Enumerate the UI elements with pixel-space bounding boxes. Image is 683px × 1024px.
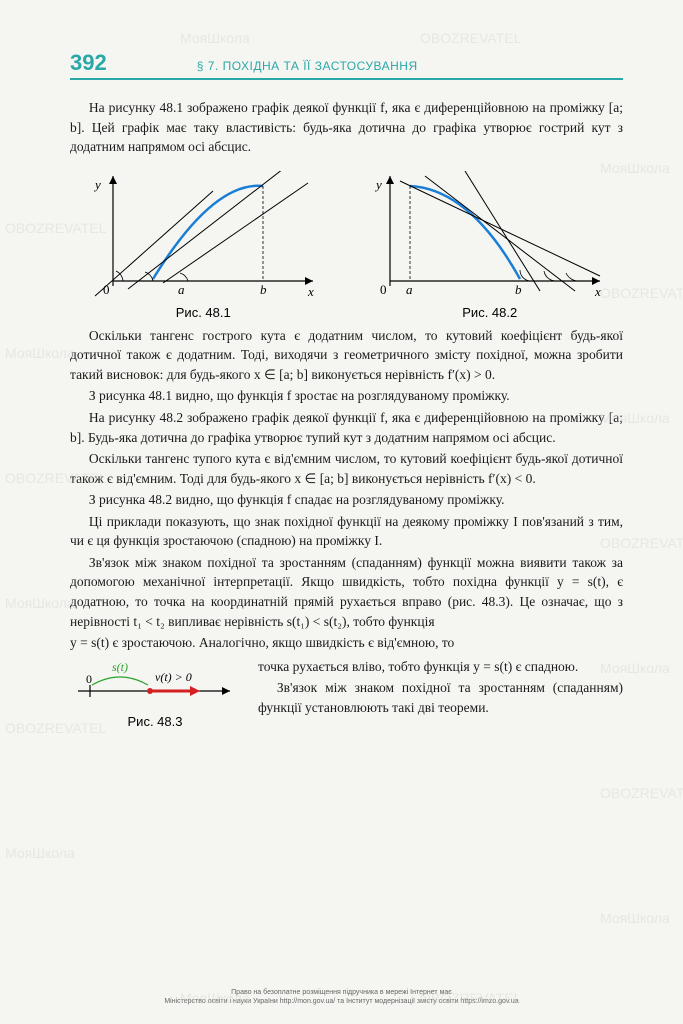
paragraph-9a: y = s(t) є зростаючою. Аналогічно, якщо …: [70, 633, 623, 653]
page-number: 392: [70, 50, 107, 76]
footer-line-2: Міністерство освіти і науки України http…: [0, 997, 683, 1006]
figure-caption-1: Рис. 48.1: [83, 305, 323, 320]
paragraph-5: Оскільки тангенс тупого кута є від'ємним…: [70, 449, 623, 488]
figure-48-3: 0 s(t) v(t) > 0 Рис. 48.3: [70, 657, 240, 729]
footer-line-1: Право на безоплатне розміщення підручник…: [0, 988, 683, 997]
paragraph-9b: точка рухається вліво, тобто функція y =…: [258, 657, 623, 677]
section-title: § 7. ПОХІДНА ТА ЇЇ ЗАСТОСУВАННЯ: [197, 59, 418, 73]
paragraph-2: Оскільки тангенс гострого кута є додатни…: [70, 326, 623, 385]
bottom-text: точка рухається вліво, тобто функція y =…: [258, 657, 623, 720]
label-zero: 0: [86, 672, 92, 686]
page-container: 392 § 7. ПОХІДНА ТА ЇЇ ЗАСТОСУВАННЯ На р…: [0, 0, 683, 749]
bottom-row: 0 s(t) v(t) > 0 Рис. 48.3 точка рухаєтьс…: [70, 657, 623, 729]
figure-caption-3: Рис. 48.3: [70, 714, 240, 729]
paragraph-1: На рисунку 48.1 зображено графік деякої …: [70, 98, 623, 157]
paragraph-8: Зв'язок між знаком похідної та зростання…: [70, 553, 623, 631]
chart-48-2-svg: y x 0 a b: [370, 171, 610, 301]
label-a: a: [406, 282, 413, 297]
label-a: a: [178, 282, 185, 297]
label-vt: v(t) > 0: [155, 670, 192, 684]
label-st: s(t): [112, 660, 128, 674]
figure-48-1: y x 0 a b Рис. 48.1: [83, 171, 323, 320]
figure-48-2: y x 0 a b Рис. 48.2: [370, 171, 610, 320]
body-text-2: Оскільки тангенс гострого кута є додатни…: [70, 326, 623, 653]
axis-label-x: x: [307, 284, 314, 299]
paragraph-7: Ці приклади показують, що знак похідної …: [70, 512, 623, 551]
figures-row: y x 0 a b Рис. 48.1: [70, 171, 623, 320]
chart-48-3-svg: 0 s(t) v(t) > 0: [70, 657, 240, 705]
chart-48-1-svg: y x 0 a b: [83, 171, 323, 301]
page-header: 392 § 7. ПОХІДНА ТА ЇЇ ЗАСТОСУВАННЯ: [70, 50, 623, 80]
label-b: b: [260, 282, 267, 297]
paragraph-3: З рисунка 48.1 видно, що функція f зрост…: [70, 386, 623, 406]
origin-label: 0: [103, 282, 110, 297]
watermark: OBOZREVATEL: [600, 785, 683, 801]
paragraph-6: З рисунка 48.2 видно, що функція f спада…: [70, 490, 623, 510]
label-b: b: [515, 282, 522, 297]
axis-label-x: x: [594, 284, 601, 299]
paragraph-9c: Зв'язок між знаком похідної та зростання…: [258, 678, 623, 717]
axis-label-y: y: [374, 177, 382, 192]
body-text: На рисунку 48.1 зображено графік деякої …: [70, 98, 623, 157]
footer: Право на безоплатне розміщення підручник…: [0, 988, 683, 1006]
figure-caption-2: Рис. 48.2: [370, 305, 610, 320]
watermark: МояШкола: [600, 910, 670, 926]
paragraph-4: На рисунку 48.2 зображено графік деякої …: [70, 408, 623, 447]
axis-label-y: y: [93, 177, 101, 192]
watermark: МояШкола: [5, 845, 75, 861]
origin-label: 0: [380, 282, 387, 297]
